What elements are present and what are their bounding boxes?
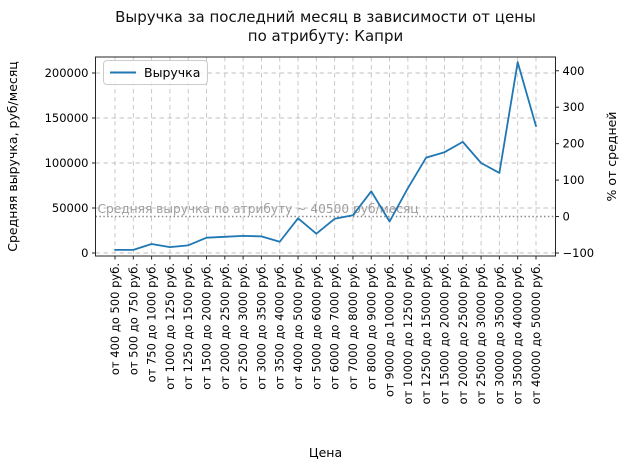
y-right-tick-label-5: 400 (563, 64, 585, 78)
x-tick-label-22: от 35000 до 40000 руб. (511, 263, 525, 404)
x-tick-label-2: от 750 до 1000 руб. (145, 263, 159, 382)
y-left-tick-label-1: 50000 (52, 201, 89, 215)
x-tick-label-12: от 6000 до 7000 руб. (328, 263, 342, 390)
y-left-tick-label-4: 200000 (45, 66, 89, 80)
x-tick-label-14: от 8000 до 9000 руб. (364, 263, 378, 390)
y-right-tick-label-4: 300 (563, 100, 585, 114)
average-revenue-annotation: Средняя выручка по атрибуту ~ 40500 руб/… (98, 202, 419, 216)
x-tick-label-17: от 12500 до 15000 руб. (419, 263, 433, 404)
x-tick-label-23: от 40000 до 50000 руб. (529, 263, 543, 404)
chart-title: Выручка за последний месяц в зависимости… (115, 8, 536, 46)
x-tick-label-19: от 20000 до 25000 руб. (456, 263, 470, 404)
revenue-series-line (114, 61, 537, 251)
y-right-tick-label-1: 0 (563, 210, 570, 224)
y-right-tick-label-2: 100 (563, 173, 585, 187)
y-left-tick-label-0: 0 (81, 246, 88, 260)
x-tick-label-18: от 15000 до 20000 руб. (437, 263, 451, 404)
legend-box (103, 60, 208, 85)
x-tick-label-13: от 7000 до 8000 руб. (346, 263, 360, 390)
x-tick-label-11: от 5000 до 6000 руб. (309, 263, 323, 390)
y-left-tick-label-2: 100000 (45, 156, 89, 170)
x-tick-label-15: от 9000 до 10000 руб. (383, 263, 397, 397)
x-tick-label-3: от 1000 до 1250 руб. (163, 263, 177, 390)
x-tick-label-6: от 2000 до 2500 руб. (218, 263, 232, 390)
x-tick-label-7: от 2500 до 3000 руб. (236, 263, 250, 390)
x-tick-label-5: от 1500 до 2000 руб. (200, 263, 214, 390)
x-tick-label-9: от 3500 до 4000 руб. (273, 263, 287, 390)
x-tick-label-10: от 4000 до 5000 руб. (291, 263, 305, 390)
plot-border (95, 56, 556, 257)
x-tick-label-4: от 1250 до 1500 руб. (181, 263, 195, 390)
y-right-tick-label-3: 200 (563, 137, 585, 151)
y-axis-right-label: % от средней (604, 112, 619, 202)
y-axis-left-label: Средняя выручка, руб/месяц (5, 61, 20, 252)
x-tick-label-0: от 400 до 500 руб. (108, 263, 122, 375)
x-tick-label-20: от 25000 до 30000 руб. (474, 263, 488, 404)
x-axis-label: Цена (309, 445, 342, 460)
x-tick-label-21: от 30000 до 35000 руб. (492, 263, 506, 404)
legend-label: Выручка (144, 65, 200, 80)
x-tick-label-8: от 3000 до 3500 руб. (254, 263, 268, 390)
y-right-tick-label-0: −100 (563, 246, 595, 260)
y-left-tick-label-3: 150000 (45, 111, 89, 125)
x-tick-label-16: от 10000 до 12500 руб. (401, 263, 415, 404)
x-tick-label-1: от 500 до 750 руб. (126, 263, 140, 375)
